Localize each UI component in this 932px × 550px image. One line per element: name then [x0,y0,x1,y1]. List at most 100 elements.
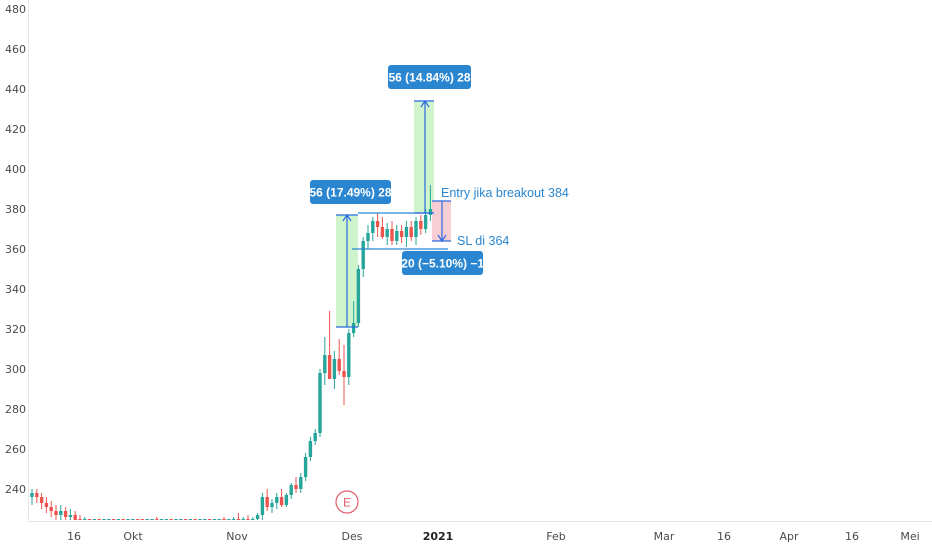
candle [174,519,178,520]
candle-body [159,519,164,520]
candle-body [44,503,49,507]
candle-body [73,515,77,520]
candle-body [179,519,183,520]
candle-body [289,485,293,495]
candle-body [385,229,389,237]
x-tick-label: Okt [123,530,143,543]
candle-body [404,227,409,237]
candle [155,517,159,520]
candle [140,519,145,520]
candle-body [236,519,241,520]
callout-left-label: 56 (17.49%) 28 [309,186,391,200]
candle-body [332,359,337,379]
y-tick-label: 260 [5,443,26,456]
candle [107,519,111,520]
candle-body [275,497,279,503]
callout-top-label: 56 (14.84%) 28 [388,71,470,85]
candle [404,221,409,247]
candle [179,519,183,520]
candle [131,519,135,520]
y-tick-label: 300 [5,363,26,376]
candle-body [279,497,284,505]
candle [193,519,197,520]
candle [217,519,221,520]
candle-body [390,229,394,241]
candle-body [227,519,231,520]
x-tick-label: 16 [845,530,859,543]
candle [63,507,68,520]
candle-body [299,477,303,489]
candle [30,489,34,505]
candle [395,225,399,245]
candle [54,505,58,520]
candle [284,493,289,507]
candle [212,519,217,520]
candle-body [246,519,250,520]
candle [159,519,164,520]
candle-body [308,441,313,457]
candle [135,519,140,520]
candle-body [255,515,260,519]
candle-body [265,497,269,507]
candle-body [351,323,356,333]
candle-body [30,493,34,497]
y-tick-label: 440 [5,83,26,96]
candle-body [193,519,197,520]
candle [260,493,265,520]
candle [347,329,351,385]
candle [222,517,226,520]
candle [68,509,73,520]
candle-body [203,519,207,520]
candle-body [375,221,380,227]
candle [49,501,53,517]
candle [289,483,293,499]
candle-body [102,519,106,520]
earnings-marker[interactable]: E [335,490,359,514]
x-tick-label: 2021 [423,530,454,543]
candle-body [97,519,101,520]
candle-body [54,511,58,515]
candle [121,519,125,520]
candle-body [294,485,298,489]
candle-body [327,355,332,379]
sl-annotation: SL di 364 [457,234,509,248]
callout-loss: −20 (−5.10%) −10 [394,251,491,275]
measure-left-arrow [336,213,358,328]
candle-body [409,227,413,237]
candle [332,351,337,389]
candle-body [39,497,44,503]
y-tick-label: 340 [5,283,26,296]
candle-body [107,519,111,520]
y-tick-label: 320 [5,323,26,336]
x-tick-label: Des [342,530,363,543]
candle-body [174,519,178,520]
candle [111,519,116,520]
y-tick-label: 460 [5,43,26,56]
y-tick-label: 360 [5,243,26,256]
candle-body [323,355,327,373]
candle-body [212,519,217,520]
candle [183,519,188,520]
candle [428,185,433,221]
x-tick-label: Mar [654,530,675,543]
candle-body [318,373,322,433]
candle [294,477,298,493]
candle-body [183,519,188,520]
candle-body [217,519,221,520]
candle [255,513,260,520]
candle [327,311,332,379]
candle-body [150,519,154,520]
candle [308,437,313,461]
candle [409,221,413,241]
candle-body [207,519,212,520]
candle [126,519,130,520]
candle [92,519,97,520]
candle [102,519,106,520]
candle-body [92,519,97,520]
x-tick-label: Nov [226,530,248,543]
candle-body [231,519,236,520]
candle-body [337,359,341,371]
callout-loss-label: −20 (−5.10%) −10 [394,257,491,271]
measure-loss-arrow [432,200,451,243]
